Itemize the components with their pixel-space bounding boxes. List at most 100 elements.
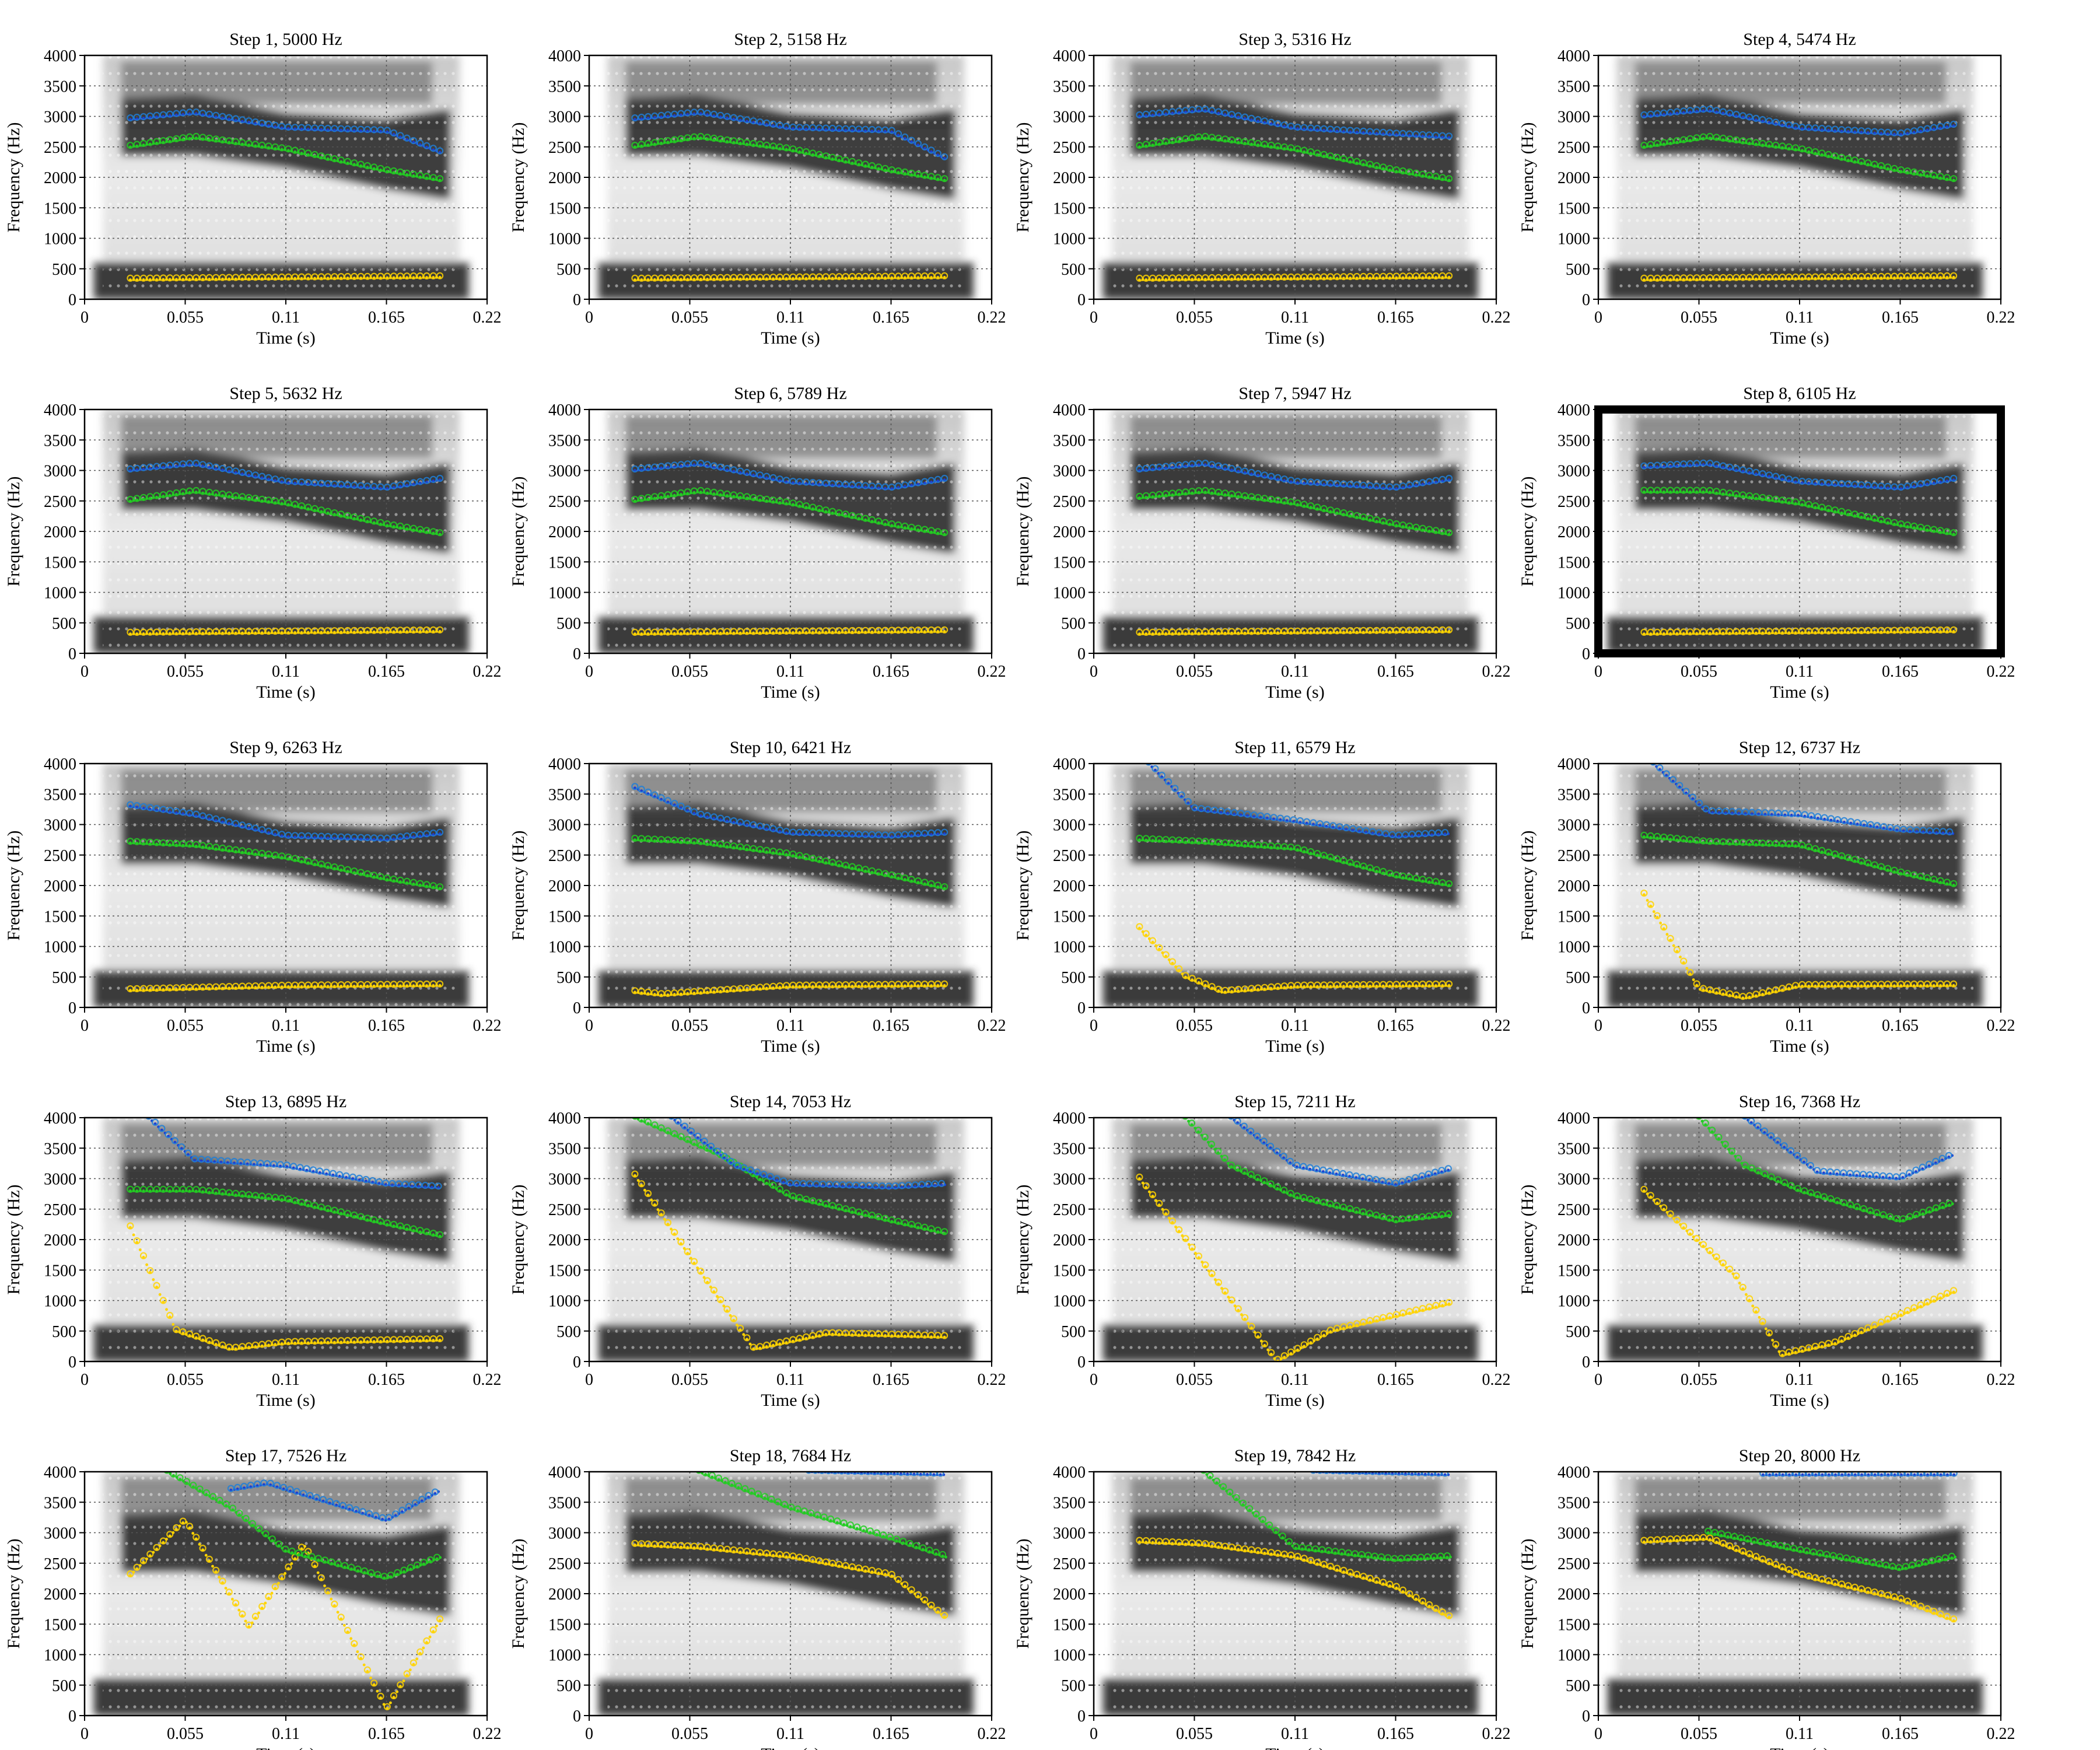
track-marker — [1156, 628, 1163, 636]
track-marker — [875, 272, 883, 280]
track-marker — [1897, 166, 1905, 174]
track-marker — [298, 124, 306, 131]
track-marker — [265, 827, 272, 835]
track-marker — [1818, 478, 1826, 487]
track-marker — [317, 152, 325, 160]
track-marker — [265, 274, 272, 281]
track-marker — [370, 626, 378, 634]
track-marker — [239, 116, 246, 124]
track-marker — [789, 828, 797, 836]
track-marker — [1142, 464, 1150, 472]
track-marker — [710, 839, 718, 847]
y-axis-label: Frequency (Hz) — [1518, 122, 1537, 232]
track-marker — [127, 142, 134, 149]
track-marker — [1811, 627, 1819, 635]
track-marker — [1268, 473, 1275, 480]
track-marker — [1446, 529, 1453, 537]
track-marker — [756, 471, 764, 479]
x-axis-label: Time (s) — [761, 1037, 820, 1056]
track-marker — [357, 482, 365, 489]
spectrogram-panel: 0 0.055 0.11 0.165 0.22050010001500200025003… — [1013, 30, 1511, 348]
track-marker — [1380, 517, 1387, 525]
track-marker — [1195, 274, 1203, 282]
track-marker — [1903, 167, 1912, 175]
track-marker — [245, 628, 253, 635]
track-marker — [205, 842, 213, 850]
track-marker — [1202, 628, 1209, 636]
y-tick-label: 0 — [1582, 291, 1590, 309]
track-marker — [239, 982, 246, 990]
track-marker — [1752, 493, 1760, 501]
track-marker — [127, 628, 134, 636]
track-marker — [862, 514, 869, 522]
track-marker — [1208, 488, 1216, 495]
track-marker — [697, 108, 705, 116]
track-marker — [710, 628, 718, 636]
track-marker — [410, 170, 418, 178]
track-marker — [1419, 626, 1426, 634]
track-marker — [265, 474, 272, 482]
track-marker — [1937, 527, 1944, 534]
track-marker — [717, 986, 724, 993]
track-marker — [743, 468, 751, 477]
track-marker — [1864, 626, 1872, 635]
track-marker — [901, 626, 909, 634]
track-marker — [710, 110, 718, 118]
track-marker — [835, 860, 843, 867]
track-marker — [1248, 468, 1255, 477]
track-marker — [173, 135, 180, 142]
track-marker — [377, 981, 384, 988]
formant-track-f3 — [631, 783, 949, 839]
track-marker — [1923, 626, 1931, 634]
track-marker — [1182, 107, 1189, 114]
track-marker — [1943, 272, 1951, 279]
track-marker — [888, 166, 895, 174]
track-marker — [1667, 487, 1674, 494]
track-marker — [1686, 628, 1694, 636]
y-tick-label: 4000 — [548, 47, 581, 65]
x-tick-label: 0.165 — [1377, 309, 1414, 327]
track-marker — [166, 136, 174, 144]
track-marker — [664, 628, 672, 636]
track-marker — [664, 137, 672, 145]
track-marker — [894, 272, 902, 280]
track-marker — [397, 272, 404, 280]
plot-area — [589, 55, 992, 299]
track-marker — [1706, 628, 1714, 636]
track-marker — [271, 829, 279, 836]
panel-title: Step 4, 5474 Hz — [1743, 30, 1856, 49]
track-marker — [377, 126, 384, 134]
track-marker — [298, 502, 306, 510]
track-marker — [651, 791, 659, 799]
track-marker — [1162, 463, 1170, 470]
track-marker — [1195, 106, 1203, 113]
track-marker — [344, 481, 352, 489]
track-marker — [631, 142, 639, 149]
track-marker — [1930, 526, 1938, 533]
track-marker — [1392, 626, 1400, 634]
track-marker — [1214, 274, 1222, 281]
track-marker — [1759, 139, 1766, 147]
track-marker — [651, 835, 659, 843]
track-marker — [1910, 272, 1918, 280]
track-marker — [179, 488, 187, 496]
y-axis-label: Frequency (Hz) — [4, 476, 23, 586]
track-marker — [717, 814, 724, 822]
track-marker — [888, 981, 895, 988]
track-marker — [888, 127, 895, 134]
track-marker — [416, 478, 424, 485]
track-marker — [1208, 274, 1216, 282]
track-marker — [317, 480, 325, 487]
track-marker — [146, 274, 154, 282]
track-marker — [1923, 170, 1931, 178]
track-marker — [1779, 142, 1786, 150]
track-marker — [146, 112, 154, 120]
track-marker — [631, 274, 639, 282]
track-marker — [146, 838, 154, 846]
track-marker — [940, 153, 949, 160]
track-marker — [1228, 274, 1236, 281]
track-marker — [1739, 466, 1746, 474]
track-marker — [159, 111, 167, 118]
track-marker — [1149, 110, 1157, 117]
track-marker — [717, 489, 724, 497]
